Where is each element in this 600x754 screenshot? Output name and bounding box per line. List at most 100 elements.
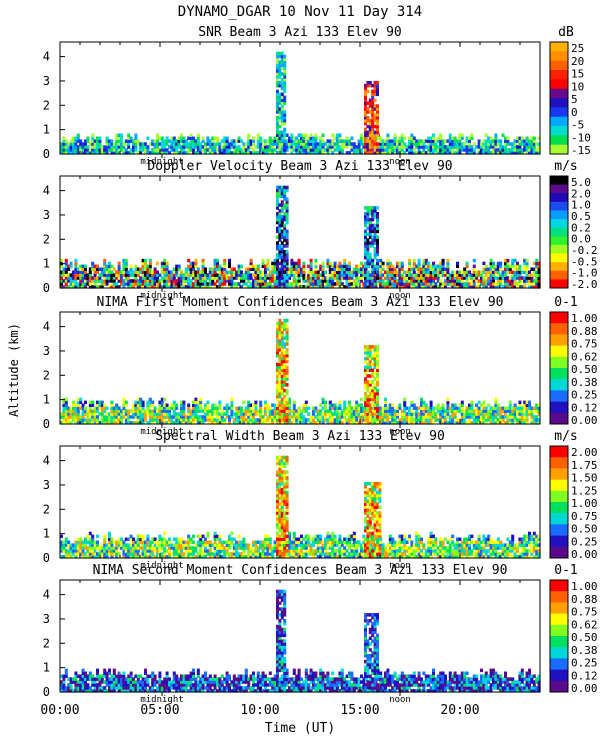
colorbar-swatch	[550, 279, 568, 288]
heatmap-cell	[376, 392, 379, 396]
heatmap-cell	[146, 137, 149, 141]
heatmap-cell	[197, 137, 200, 141]
y-tick-label: 2	[43, 98, 50, 112]
y-tick-label: 1	[43, 393, 50, 407]
heatmap-cell	[283, 128, 286, 132]
heatmap-cell	[223, 259, 226, 263]
colorbar-swatch	[550, 346, 568, 358]
heatmap-cell	[286, 325, 289, 329]
heatmap-cell	[151, 401, 154, 405]
colorbar-swatch	[550, 357, 568, 369]
heatmap-cell	[132, 538, 135, 542]
heatmap-cell	[125, 259, 128, 263]
heatmap-cell	[163, 398, 166, 402]
heatmap-cell	[376, 351, 379, 355]
heatmap-cell	[324, 401, 327, 405]
heatmap-cells	[60, 52, 541, 155]
heatmap-cell	[514, 404, 517, 408]
colorbar-unit: m/s	[554, 159, 577, 174]
heatmap-cell	[226, 404, 229, 408]
heatmap-cell	[403, 398, 406, 402]
heatmap-cell	[338, 134, 341, 138]
heatmap-cell	[376, 148, 379, 152]
colorbar-swatch	[550, 202, 568, 211]
y-tick-label: 3	[43, 74, 50, 88]
heatmap-cell	[286, 392, 289, 396]
heatmap-cell	[110, 538, 113, 542]
heatmap-cell	[197, 134, 200, 138]
heatmap-cell	[376, 215, 379, 219]
heatmap-cell	[461, 401, 464, 405]
heatmap-cell	[70, 262, 73, 266]
heatmap-cell	[286, 197, 289, 201]
heatmap-cell	[144, 259, 147, 263]
heatmap-cell	[376, 271, 379, 275]
heatmap-cell	[226, 137, 229, 141]
heatmap-cell	[154, 268, 157, 272]
heatmap-cell	[286, 282, 289, 286]
heatmap-cell	[120, 137, 123, 141]
heatmap-cell	[376, 389, 379, 393]
y-tick-label: 0	[43, 281, 50, 295]
heatmap-cell	[257, 265, 260, 269]
heatmap-cell	[79, 398, 82, 402]
colorbar-swatch	[550, 390, 568, 402]
heatmap-cell	[499, 262, 502, 266]
colorbar-swatch	[550, 89, 568, 99]
colorbar-swatch	[550, 219, 568, 228]
heatmap-cell	[286, 383, 289, 387]
heatmap-cell	[376, 415, 379, 419]
y-tick-label: 2	[43, 368, 50, 382]
heatmap-cell	[120, 538, 123, 542]
heatmap-cell	[240, 265, 243, 269]
colorbar-label: -15	[571, 144, 591, 157]
colorbar-swatch	[550, 262, 568, 271]
heatmap-cell	[230, 407, 233, 411]
figure-title: DYNAMO_DGAR 10 Nov 11 Day 314	[178, 4, 422, 20]
heatmap-cell	[182, 401, 185, 405]
heatmap-cell	[286, 377, 289, 381]
heatmap-cell	[461, 134, 464, 138]
heatmap-cell	[310, 134, 313, 138]
heatmap-cell	[502, 134, 505, 138]
heatmap-cell	[376, 407, 379, 411]
heatmap-cell	[391, 404, 394, 408]
heatmap-cell	[446, 259, 449, 263]
y-tick-label: 0	[43, 417, 50, 431]
heatmap-cells	[60, 319, 541, 425]
colorbar-swatch	[550, 70, 568, 80]
heatmap-cell	[418, 259, 421, 263]
colorbar-swatch	[550, 413, 568, 425]
colorbar-label: 0.00	[571, 414, 598, 427]
y-tick-label: 3	[43, 344, 50, 358]
heatmap-cell	[238, 145, 241, 149]
heatmap-cell	[470, 134, 473, 138]
colorbar-swatch	[550, 228, 568, 237]
heatmap-cell	[403, 137, 406, 141]
heatmap-cell	[366, 90, 369, 94]
heatmap-cell	[371, 271, 374, 275]
heatmap-cell	[473, 265, 476, 269]
heatmap-cell	[286, 339, 289, 343]
heatmap-cell	[283, 271, 286, 275]
heatmap-cell	[84, 265, 87, 269]
colorbar-label: 0.62	[571, 350, 598, 363]
heatmap-cell	[127, 134, 130, 138]
heatmap-cell	[334, 404, 337, 408]
colorbar-swatch	[550, 107, 568, 117]
y-tick-label: 4	[43, 50, 50, 64]
heatmap-cell	[286, 366, 289, 370]
heatmap-cell	[394, 134, 397, 138]
colorbar-swatch	[550, 98, 568, 108]
heatmap-cell	[74, 259, 77, 263]
heatmap-cell	[376, 104, 379, 108]
heatmap-cell	[305, 134, 308, 138]
heatmap-cell	[293, 401, 296, 405]
heatmap-cell	[376, 107, 379, 111]
heatmap-cell	[89, 271, 92, 275]
heatmap-cell	[77, 134, 80, 138]
heatmap-cell	[506, 137, 509, 141]
heatmap-cell	[470, 137, 473, 141]
heatmap-cell	[442, 259, 445, 263]
heatmap-cell	[281, 52, 284, 56]
